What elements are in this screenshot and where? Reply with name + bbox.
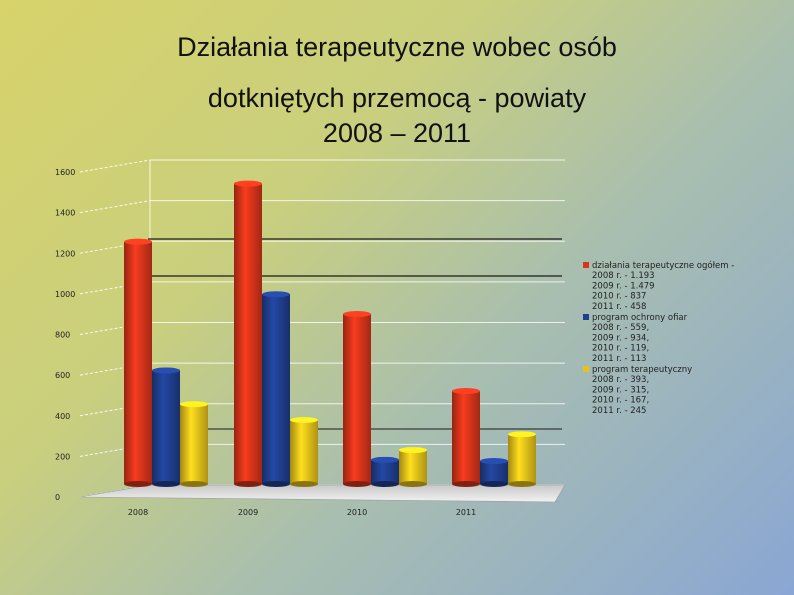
bar-base [508,481,536,487]
bar [399,447,427,487]
gridline-side [79,362,151,376]
gridline-side [79,159,151,173]
bar-body [234,183,262,484]
bar-cap [399,447,427,454]
bar-body [124,241,152,484]
gridline-side [79,200,151,214]
x-tick-label: 2009 [238,508,258,517]
bar-base [480,481,508,487]
chart-title-line2: dotkniętych przemocą - powiaty [207,83,587,113]
bar [262,291,290,487]
bar-cap [480,458,508,465]
bar [508,431,536,487]
y-tick-label: 200 [55,452,70,461]
bar-base [290,481,318,487]
bar-base [152,481,180,487]
bar-body [152,370,180,484]
legend-swatch [583,366,589,372]
bar-cap [343,310,371,317]
bar-base [343,481,371,487]
legend-label: program ochrony ofiar [592,313,688,323]
bar [234,180,262,487]
bar [180,401,208,487]
chart-title-line3: 2008 – 2011 [322,118,472,148]
bar-cap [508,431,536,438]
legend-label: 2011 r. - 113 [592,354,646,364]
chart-title-line1: Działania terapeutyczne wobec osób [177,32,617,62]
legend-label: 2011 r. - 245 [592,406,646,416]
bar-body [399,450,427,484]
bar-body [290,420,318,484]
bar-base [234,481,262,487]
legend-label: 2010 r. - 119, [592,344,649,354]
legend-label: program terapeutyczny [592,365,692,375]
x-tick-label: 2011 [456,508,476,517]
bar [480,458,508,487]
y-tick-label: 1400 [55,209,75,218]
bar-body [452,390,480,484]
legend-label: 2010 r. - 167, [592,396,649,406]
bar-body [180,404,208,484]
gridline-side [79,443,151,457]
legend-label: 2009 r. - 1.479 [592,281,655,291]
y-tick-label: 1000 [55,290,75,299]
bar [371,456,399,487]
y-tick-label: 800 [55,331,70,340]
gridline-side [79,403,151,417]
bar-body [480,461,508,484]
legend-label: działania terapeutyczne ogółem - [592,260,734,271]
bar-cap [371,456,399,463]
axis-ticks: 0 200 400 600 800 1000 1200 1400 1600 2008 2009 201… [55,168,476,517]
legend-label: 2011 r. - 458 [592,302,646,312]
chart-floor-plane [79,484,566,503]
bar-cap [124,238,152,245]
bar-base [452,481,480,487]
y-tick-label: 600 [55,371,70,380]
bar [452,387,480,487]
y-tick-label: 400 [55,412,70,421]
bar-body [262,294,290,484]
gridline-side [79,240,151,254]
bars [124,180,536,487]
legend-swatch [583,314,589,320]
legend-label: 2008 r. - 559, [592,323,649,333]
bar-cap [262,291,290,298]
bar-body [371,459,399,484]
bar-cap [452,387,480,394]
legend-label: 2008 r. - 393, [592,375,649,385]
bar [124,238,152,487]
bar-body [508,434,536,484]
legend-swatch [583,262,589,268]
bar-cap [180,401,208,408]
bar [290,417,318,487]
gridline-side [79,322,151,335]
legend-label: 2009 r. - 934, [592,333,649,343]
gridline-side [79,281,151,295]
chart-floor [79,484,566,503]
bar-base [180,481,208,487]
bar-cap [290,417,318,424]
bar-body [343,313,371,484]
x-tick-label: 2010 [347,508,367,517]
legend: działania terapeutyczne ogółem -2008 r. … [583,260,734,416]
legend-label: 2010 r. - 837 [592,292,646,302]
bar-base [399,481,427,487]
bar-base [124,481,152,487]
x-tick-label: 2008 [128,508,148,517]
bar-cap [152,367,180,374]
bar [343,310,371,487]
bar-base [371,481,399,487]
y-tick-label: 0 [55,493,60,502]
y-tick-label: 1200 [55,249,75,258]
legend-label: 2009 r. - 315, [592,385,649,395]
bar-cap [234,180,262,187]
bar [152,367,180,487]
bar-base [262,481,290,487]
legend-label: 2008 r. - 1.193 [592,271,655,281]
y-tick-label: 1600 [55,168,75,177]
